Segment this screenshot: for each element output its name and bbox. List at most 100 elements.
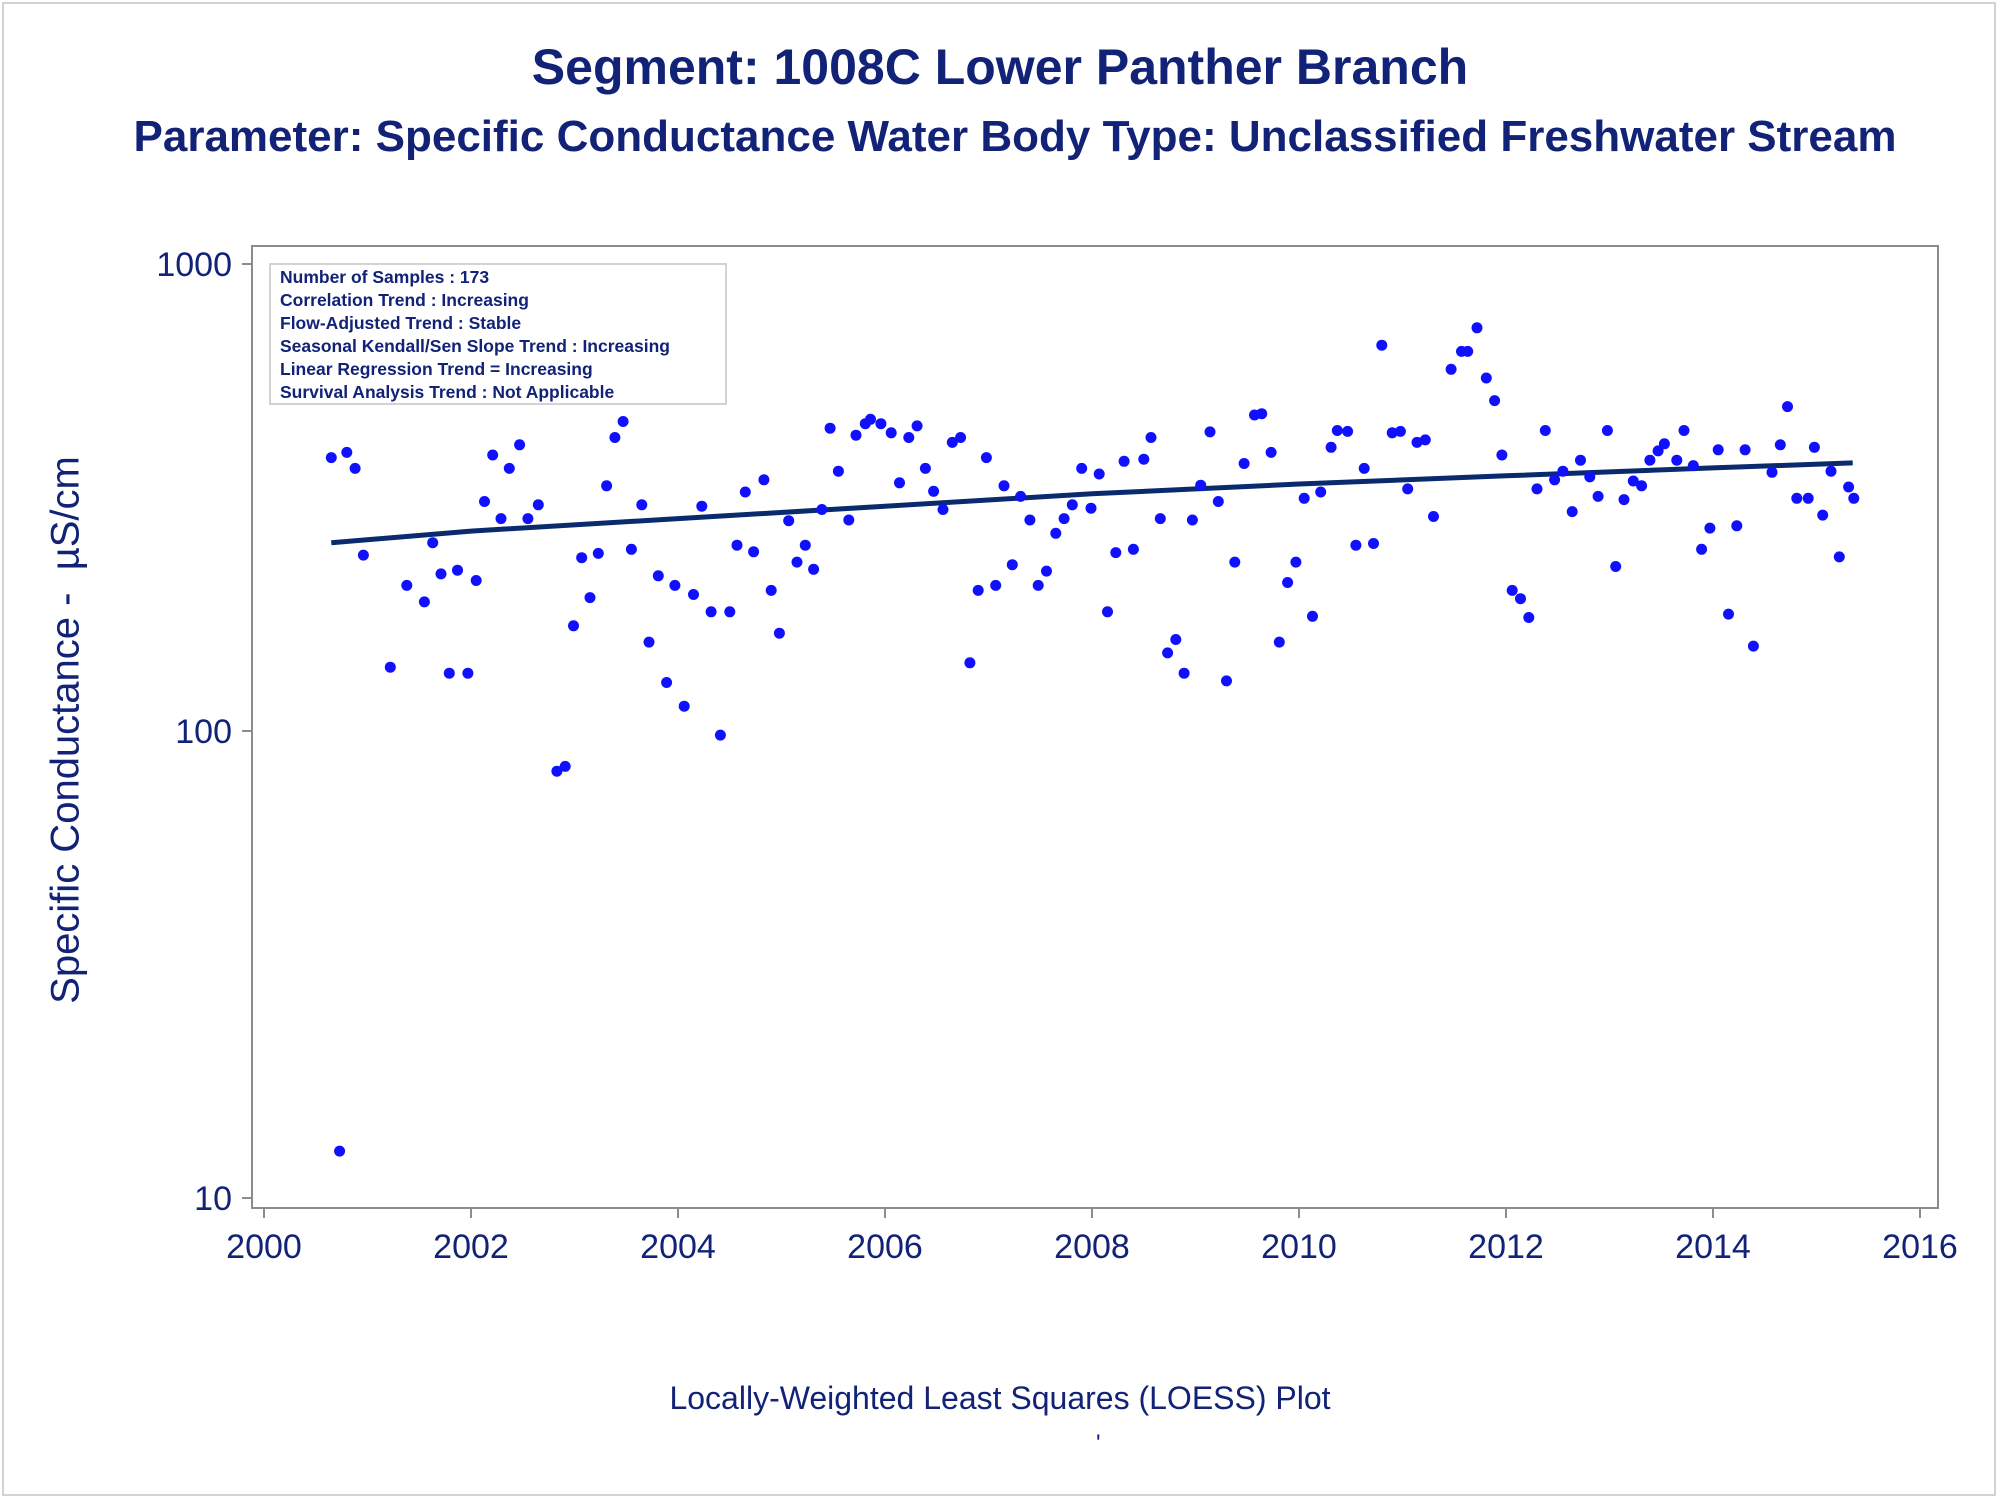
data-point bbox=[1212, 496, 1224, 507]
data-point bbox=[1006, 559, 1018, 571]
data-point bbox=[551, 765, 563, 777]
data-point bbox=[946, 436, 958, 448]
data-point bbox=[1833, 551, 1845, 563]
data-point bbox=[955, 432, 967, 443]
data-point bbox=[503, 462, 515, 474]
data-point bbox=[1539, 425, 1551, 436]
data-point bbox=[928, 485, 940, 497]
data-point bbox=[1671, 454, 1683, 466]
x-tick-label: 2008 bbox=[1054, 1228, 1130, 1266]
x-tick-label: 2006 bbox=[847, 1228, 923, 1266]
data-point bbox=[1584, 471, 1596, 483]
data-point bbox=[1273, 636, 1285, 648]
data-point bbox=[885, 427, 897, 439]
data-point bbox=[1531, 483, 1543, 495]
data-point bbox=[843, 514, 855, 526]
data-point bbox=[636, 499, 648, 511]
data-point bbox=[937, 504, 949, 515]
data-point bbox=[1221, 675, 1232, 687]
data-point bbox=[1601, 425, 1613, 436]
data-point bbox=[462, 667, 474, 679]
data-point bbox=[325, 452, 337, 464]
y-tick-label: 10 bbox=[194, 1180, 232, 1218]
data-point bbox=[1331, 425, 1343, 436]
data-point bbox=[1480, 372, 1492, 384]
data-point bbox=[584, 592, 596, 604]
data-point bbox=[1290, 556, 1302, 568]
data-point bbox=[576, 552, 588, 564]
data-point bbox=[998, 480, 1010, 492]
data-point bbox=[724, 606, 736, 618]
data-point bbox=[643, 636, 655, 648]
data-point bbox=[1791, 492, 1803, 504]
data-point bbox=[705, 606, 717, 618]
data-point bbox=[1747, 640, 1759, 652]
data-point bbox=[1358, 462, 1370, 474]
info-box-line: Linear Regression Trend = Increasing bbox=[280, 359, 593, 379]
data-point bbox=[808, 563, 820, 575]
data-point bbox=[1843, 481, 1855, 493]
plot-area bbox=[251, 245, 1939, 1209]
data-point bbox=[1110, 547, 1122, 559]
data-point bbox=[1265, 446, 1277, 458]
data-point bbox=[783, 515, 795, 527]
data-point bbox=[1782, 401, 1793, 413]
data-point bbox=[470, 575, 482, 586]
data-point bbox=[1085, 502, 1097, 514]
data-point bbox=[919, 462, 931, 474]
data-point bbox=[1342, 425, 1354, 437]
y-axis: 10 100 1000 bbox=[156, 246, 252, 1218]
data-point bbox=[1644, 454, 1656, 466]
x-axis: 2000 2002 2004 2006 2008 2010 2012 2014 2016 bbox=[226, 1208, 1958, 1266]
info-box-line: Flow-Adjusted Trend : Stable bbox=[280, 313, 521, 333]
data-point bbox=[1350, 539, 1362, 551]
data-point bbox=[522, 513, 534, 525]
data-point bbox=[1678, 425, 1690, 436]
data-point bbox=[678, 700, 690, 712]
data-point bbox=[1195, 479, 1207, 491]
data-point bbox=[384, 661, 396, 673]
data-point bbox=[1118, 455, 1130, 467]
loess-trend-line bbox=[331, 460, 1853, 546]
data-point bbox=[1066, 499, 1078, 511]
data-point bbox=[443, 667, 455, 679]
data-point bbox=[894, 477, 905, 489]
data-point bbox=[661, 677, 673, 688]
data-point bbox=[1687, 460, 1699, 472]
data-point bbox=[903, 432, 915, 443]
data-point bbox=[401, 579, 413, 591]
data-point bbox=[1549, 474, 1561, 486]
data-point bbox=[435, 568, 447, 580]
data-point bbox=[601, 480, 613, 492]
data-points bbox=[325, 275, 1860, 1157]
data-point bbox=[1704, 522, 1716, 534]
data-point bbox=[748, 546, 760, 558]
data-point bbox=[609, 432, 621, 443]
data-point bbox=[532, 499, 544, 511]
data-point bbox=[1204, 426, 1216, 438]
data-point bbox=[1145, 432, 1157, 443]
data-point bbox=[1093, 468, 1105, 480]
data-point bbox=[1298, 492, 1310, 504]
data-point bbox=[911, 420, 923, 432]
data-point bbox=[1515, 593, 1526, 605]
data-point bbox=[617, 416, 629, 427]
info-box-border bbox=[269, 263, 727, 405]
data-point bbox=[479, 496, 490, 507]
data-point bbox=[334, 1145, 346, 1157]
data-point bbox=[1592, 490, 1604, 502]
data-point bbox=[1523, 612, 1535, 623]
data-point bbox=[980, 452, 992, 464]
data-point bbox=[1489, 395, 1501, 407]
data-point bbox=[1386, 427, 1398, 439]
data-point bbox=[1566, 506, 1578, 518]
data-point bbox=[1471, 322, 1483, 334]
data-point bbox=[832, 465, 844, 477]
data-point bbox=[696, 500, 708, 512]
data-point bbox=[1186, 514, 1198, 526]
data-point bbox=[669, 579, 681, 591]
data-point bbox=[1015, 490, 1027, 502]
data-point bbox=[1723, 608, 1734, 620]
data-point bbox=[559, 760, 571, 772]
data-point bbox=[765, 584, 777, 596]
